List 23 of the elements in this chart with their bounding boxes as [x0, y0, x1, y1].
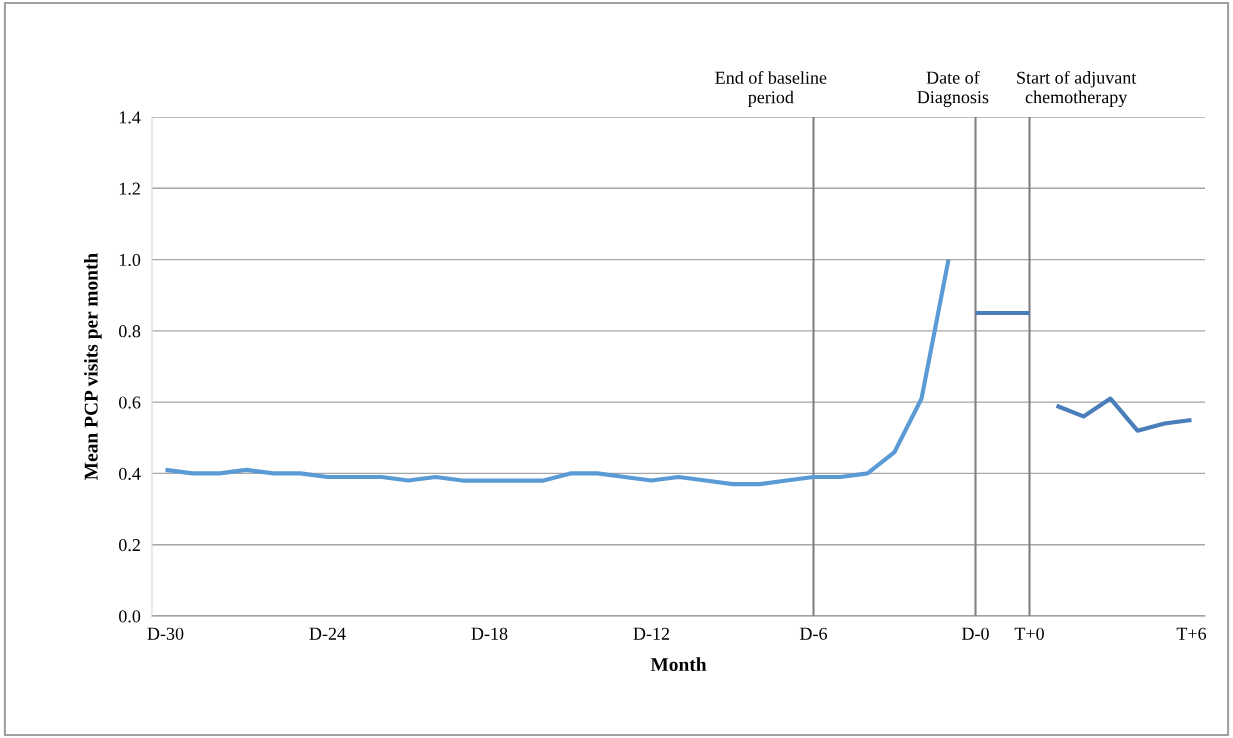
y-tick-label: 0.8: [119, 325, 141, 338]
x-tick-label: D-0: [961, 627, 989, 640]
y-axis-title: Mean PCP visits per month: [84, 253, 102, 480]
y-tick-label: 0.6: [119, 396, 141, 409]
y-tick-label: 1.4: [119, 111, 141, 124]
ref-line-label: End of baseline period: [715, 70, 827, 108]
y-tick-label: 0.0: [119, 610, 141, 623]
y-tick-label: 1.0: [119, 253, 141, 267]
y-tick-label: 0.2: [119, 538, 140, 552]
x-tick-label: T+6: [1176, 627, 1207, 640]
line-series: [163, 257, 951, 487]
x-tick-label: T+0: [1014, 627, 1044, 640]
x-tick-label: D-30: [147, 627, 184, 640]
x-axis-title: Month: [650, 657, 707, 672]
x-tick-label: D-12: [633, 627, 670, 640]
line-series: [1054, 396, 1194, 433]
x-tick-label: D-6: [799, 627, 827, 640]
ref-line-label: Date of Diagnosis: [917, 70, 989, 108]
x-tick-label: D-18: [471, 627, 508, 640]
ref-line-label: Start of adjuvant chemotherapy: [1017, 70, 1137, 108]
y-tick-label: 1.2: [119, 182, 140, 195]
x-tick-label: D-24: [309, 627, 346, 640]
y-tick-label: 0.4: [119, 467, 141, 480]
